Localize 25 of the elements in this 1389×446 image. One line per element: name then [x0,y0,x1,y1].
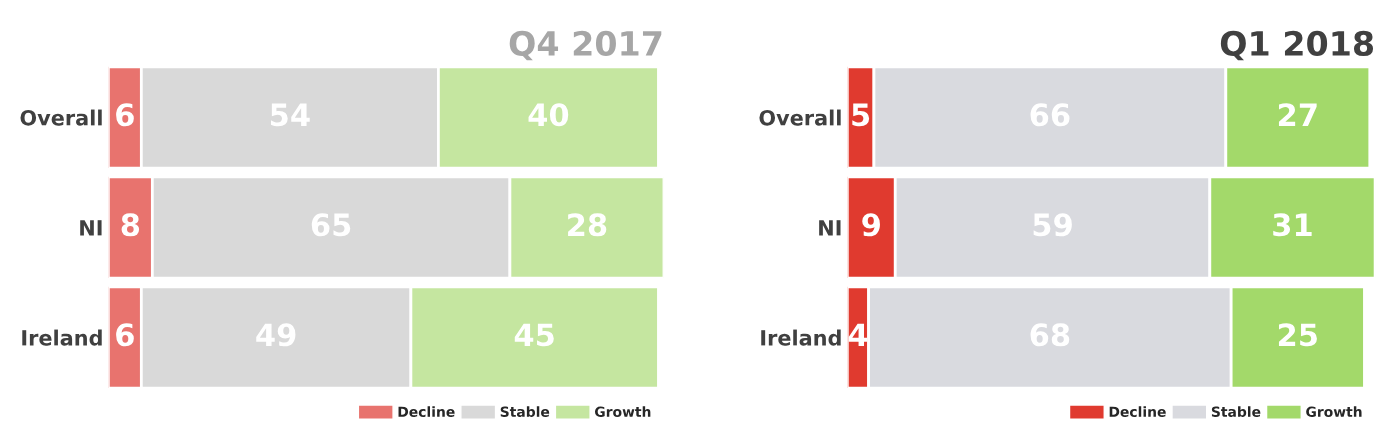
data-label: 28 [568,213,607,237]
legend-label: Decline [1109,406,1166,417]
legend-label: Stable [500,406,550,417]
data-label: 40 [528,103,569,127]
data-label: 31 [1273,213,1312,237]
legend-label: Growth [1306,406,1362,417]
data-label: 27 [1278,103,1317,126]
y-tick-label: Ireland [22,329,102,346]
legend-label: Growth [594,406,651,417]
data-label: 9 [862,213,880,237]
data-label: 8 [121,213,140,237]
data-label: 6 [116,103,134,127]
y-tick-label: Overall [20,109,102,126]
legend-label: Stable [1211,406,1261,417]
legend-label: Decline [398,406,455,417]
chart-title: Q1 2018 [1220,30,1374,61]
y-tick-label: Overall [759,109,841,126]
data-label: 45 [514,323,554,347]
data-label: 25 [1278,323,1317,347]
y-tick-label: Ireland [761,329,841,346]
y-tick-label: NI [80,220,102,236]
y-tick-label: NI [819,220,841,236]
data-label: 6 [116,323,134,347]
chart-title: Q4 2017 [509,30,662,61]
data-label: 5 [852,103,870,127]
